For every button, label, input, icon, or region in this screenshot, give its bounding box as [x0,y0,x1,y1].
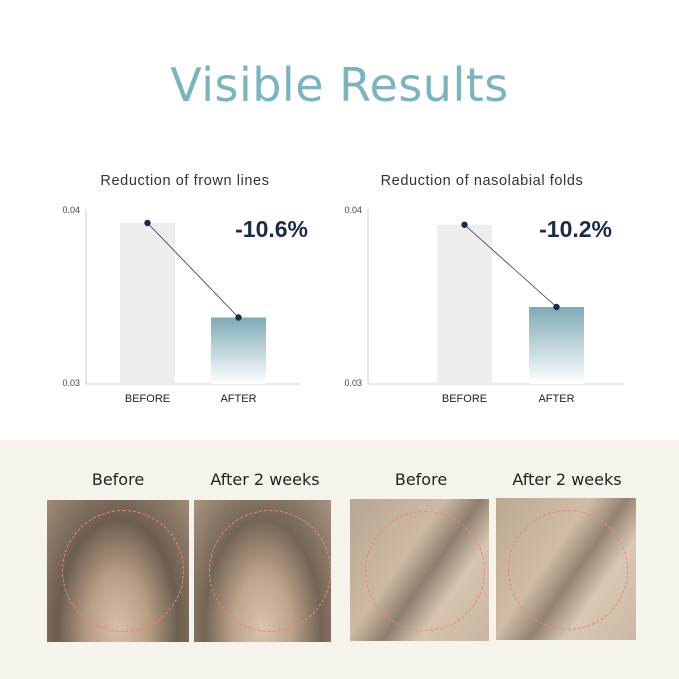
x-tick-label: BEFORE [442,393,487,405]
frown-after-photo [194,500,331,642]
nasolabial-before-photo [350,499,489,641]
bar-before [437,224,492,384]
data-point [235,314,242,321]
y-tick-label: 0.03 [62,378,80,388]
frown-before-photo [47,500,189,642]
bar-after [211,317,266,384]
x-tick-label: AFTER [220,393,256,405]
data-point [144,219,151,227]
bar-after [529,307,584,384]
label-before-1: Before [91,470,145,489]
trend-line [464,224,557,308]
frown-lines-chart: Reduction of frown lines 0.04 0.03 BEFORE AF… [62,173,308,405]
change-annotation: -10.6% [235,216,308,242]
nasolabial-folds-chart: Reduction of nasolabial folds 0.04 0.03 BEF… [344,173,624,405]
change-annotation: -10.2% [539,216,612,242]
label-before-2: Before [394,470,448,489]
label-after-2: After 2 weeks [512,470,622,489]
x-tick-label: AFTER [538,393,574,405]
trend-line [147,222,239,318]
label-after-1: After 2 weeks [210,470,320,489]
y-tick-label: 0.03 [344,378,362,388]
page-title: Visible Results [170,58,509,112]
data-point [553,303,560,311]
bar-before [120,223,175,384]
nasolabial-after-photo [496,498,636,640]
x-tick-label: BEFORE [125,393,170,405]
data-point [461,221,468,228]
y-tick-label: 0.04 [344,205,362,215]
chart-title: Reduction of frown lines [100,173,269,189]
chart-title: Reduction of nasolabial folds [381,173,584,189]
y-tick-label: 0.04 [62,205,80,215]
